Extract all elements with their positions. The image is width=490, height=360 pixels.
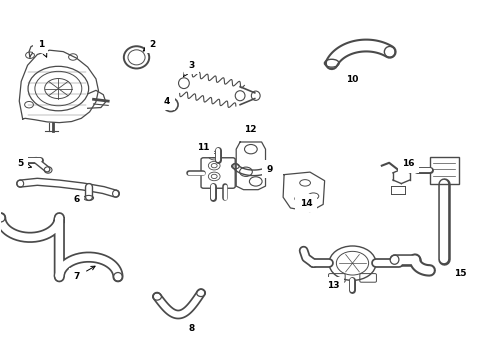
Text: 7: 7 [73,266,95,281]
Text: 12: 12 [244,125,256,134]
Text: 15: 15 [454,269,466,278]
Text: 8: 8 [187,324,195,333]
Text: 9: 9 [265,164,272,174]
Text: 3: 3 [183,61,195,77]
Text: 10: 10 [346,75,359,84]
Text: 13: 13 [327,280,339,290]
Text: 6: 6 [74,195,79,204]
Text: 16: 16 [402,159,415,168]
Text: 5: 5 [17,159,31,168]
Text: 4: 4 [164,96,171,105]
Text: 2: 2 [143,40,155,51]
Text: 11: 11 [197,143,210,152]
Text: 1: 1 [38,40,47,57]
Text: 14: 14 [300,199,313,208]
